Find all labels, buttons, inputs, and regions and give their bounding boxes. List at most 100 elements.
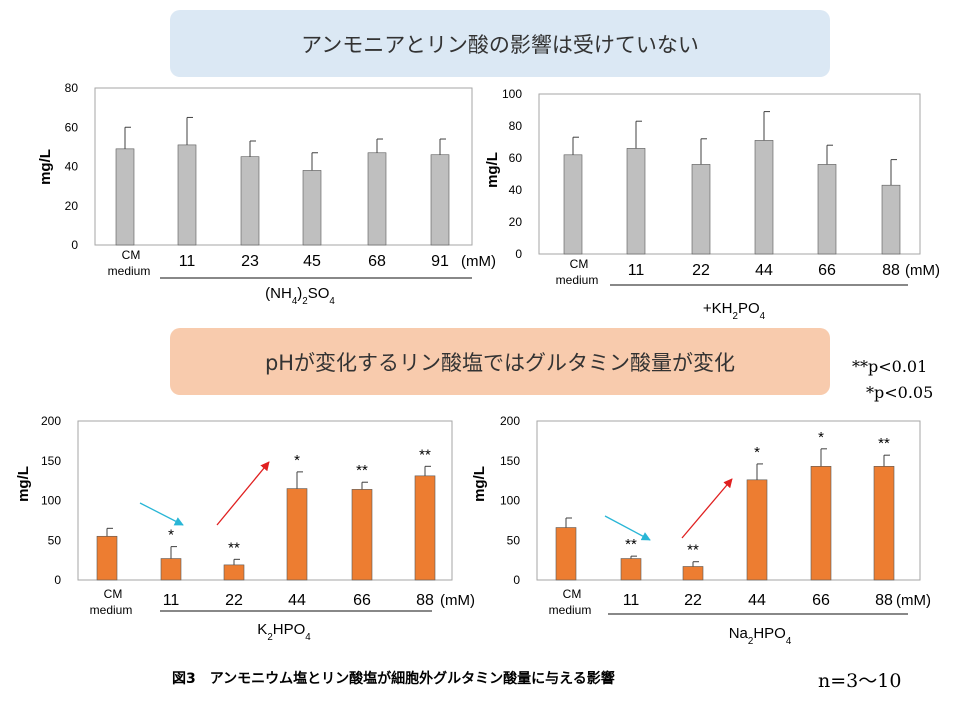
bar-2-0 [96, 535, 118, 581]
plot-area-0 [94, 87, 473, 246]
sample-count: n=3〜10 [818, 670, 902, 692]
x-axis-label-3: Na2HPO4 [729, 625, 792, 647]
category-label-2-0: CM [104, 587, 123, 601]
y-tick-label-1-2: 40 [509, 183, 523, 197]
category-label-2-5: 88 [416, 592, 434, 609]
y-tick-label-0-2: 40 [65, 160, 79, 174]
bottom-banner: pHが変化するリン酸塩ではグルタミン酸量が変化 [170, 328, 830, 395]
x-axis-label-2: K2HPO4 [257, 621, 311, 643]
significance-2-1: * [168, 527, 174, 544]
x-axis-label-0: (NH4)2SO4 [265, 285, 335, 307]
significance-2-2: ** [228, 539, 240, 556]
category-label-1-1: 11 [628, 262, 645, 279]
y-axis-label-1: mg/L [484, 152, 501, 188]
bar-0-0 [115, 148, 135, 246]
unit-label-1: (mM) [905, 262, 940, 279]
bar-2-1 [160, 558, 182, 581]
category-label-sub-3-0: medium [549, 603, 592, 617]
category-label-0-1: 11 [179, 253, 196, 270]
bar-1-5 [881, 184, 901, 255]
y-tick-label-0-0: 0 [71, 238, 78, 252]
category-label-0-0: CM [122, 248, 141, 262]
category-label-2-2: 22 [225, 592, 243, 609]
bar-3-5 [873, 466, 895, 581]
bar-1-3 [754, 140, 774, 255]
plot-area-1 [538, 93, 921, 255]
significance-2-5: ** [419, 446, 431, 463]
top-banner: アンモニアとリン酸の影響は受けていない [170, 10, 830, 77]
bar-3-4 [810, 466, 832, 581]
category-label-0-4: 68 [368, 253, 386, 270]
y-tick-label-0-1: 20 [65, 199, 79, 213]
figure-caption: 図3 アンモニウム塩とリン酸塩が細胞外グルタミン酸量に与える影響 [172, 671, 615, 687]
unit-label-3: (mM) [896, 592, 931, 609]
bar-3-2 [682, 566, 704, 581]
y-tick-label-2-3: 150 [41, 454, 61, 468]
significance-2-3: * [294, 452, 300, 469]
category-label-1-4: 66 [818, 262, 836, 279]
y-tick-label-1-0: 0 [515, 247, 522, 261]
bar-0-1 [177, 144, 197, 246]
bar-3-3 [746, 479, 768, 581]
p-value-double-star: **p<0.01 [852, 357, 928, 376]
bar-1-2 [691, 164, 711, 255]
bar-1-1 [626, 148, 646, 255]
plot-area-2 [77, 420, 453, 581]
category-label-2-4: 66 [353, 592, 371, 609]
plot-area-3 [536, 420, 921, 581]
y-axis-label-0: mg/L [37, 149, 54, 185]
y-axis-label-3: mg/L [471, 466, 488, 502]
bottom-banner-text: pHが変化するリン酸塩ではグルタミン酸量が変化 [264, 350, 736, 375]
decrease-arrow-2 [604, 515, 651, 541]
x-axis-label-1: +KH2PO4 [703, 300, 766, 322]
category-label-2-3: 44 [288, 592, 306, 609]
unit-label-2: (mM) [440, 592, 475, 609]
category-label-0-3: 45 [303, 253, 321, 270]
unit-label-0: (mM) [461, 253, 496, 270]
category-label-1-0: CM [570, 257, 589, 271]
y-tick-label-1-3: 60 [509, 151, 523, 165]
significance-3-2: ** [687, 542, 699, 559]
significance-3-1: ** [625, 536, 637, 553]
significance-3-5: ** [878, 435, 890, 452]
bar-0-5 [430, 154, 450, 246]
bar-2-4 [351, 489, 373, 581]
bar-1-0 [563, 154, 583, 255]
bar-2-3 [286, 488, 308, 581]
category-label-sub-2-0: medium [90, 603, 133, 617]
category-label-3-3: 44 [748, 592, 766, 609]
category-label-3-5: 88 [875, 592, 893, 609]
y-tick-label-2-1: 50 [48, 533, 62, 547]
y-tick-label-3-4: 200 [500, 414, 520, 428]
y-tick-label-3-2: 100 [500, 494, 520, 508]
bar-1-4 [817, 164, 837, 255]
increase-arrow-1 [216, 461, 270, 526]
y-tick-label-1-4: 80 [509, 119, 523, 133]
category-label-sub-0-0: medium [108, 264, 151, 278]
category-label-3-4: 66 [812, 592, 830, 609]
top-banner-text: アンモニアとリン酸の影響は受けていない [301, 32, 699, 57]
y-tick-label-3-1: 50 [507, 533, 521, 547]
y-tick-label-2-0: 0 [54, 573, 61, 587]
bar-3-0 [555, 527, 577, 581]
y-tick-label-1-1: 20 [509, 215, 523, 229]
significance-3-3: * [754, 444, 760, 461]
bar-3-1 [620, 558, 642, 581]
y-tick-label-3-0: 0 [513, 573, 520, 587]
p-value-single-star: *p<0.05 [866, 383, 934, 402]
category-label-1-2: 22 [692, 262, 710, 279]
significance-3-4: * [818, 429, 824, 446]
category-label-1-5: 88 [882, 262, 900, 279]
decrease-arrow-1 [139, 502, 184, 526]
y-tick-label-2-2: 100 [41, 494, 61, 508]
bar-0-2 [240, 156, 260, 246]
y-tick-label-1-5: 100 [502, 87, 522, 101]
category-label-3-2: 22 [684, 592, 702, 609]
bar-0-4 [367, 152, 387, 246]
category-label-3-0: CM [563, 587, 582, 601]
bar-0-3 [302, 170, 322, 246]
y-tick-label-0-4: 80 [65, 81, 79, 95]
increase-arrow-2 [681, 478, 733, 539]
category-label-2-1: 11 [163, 592, 180, 609]
category-label-3-1: 11 [623, 592, 640, 609]
